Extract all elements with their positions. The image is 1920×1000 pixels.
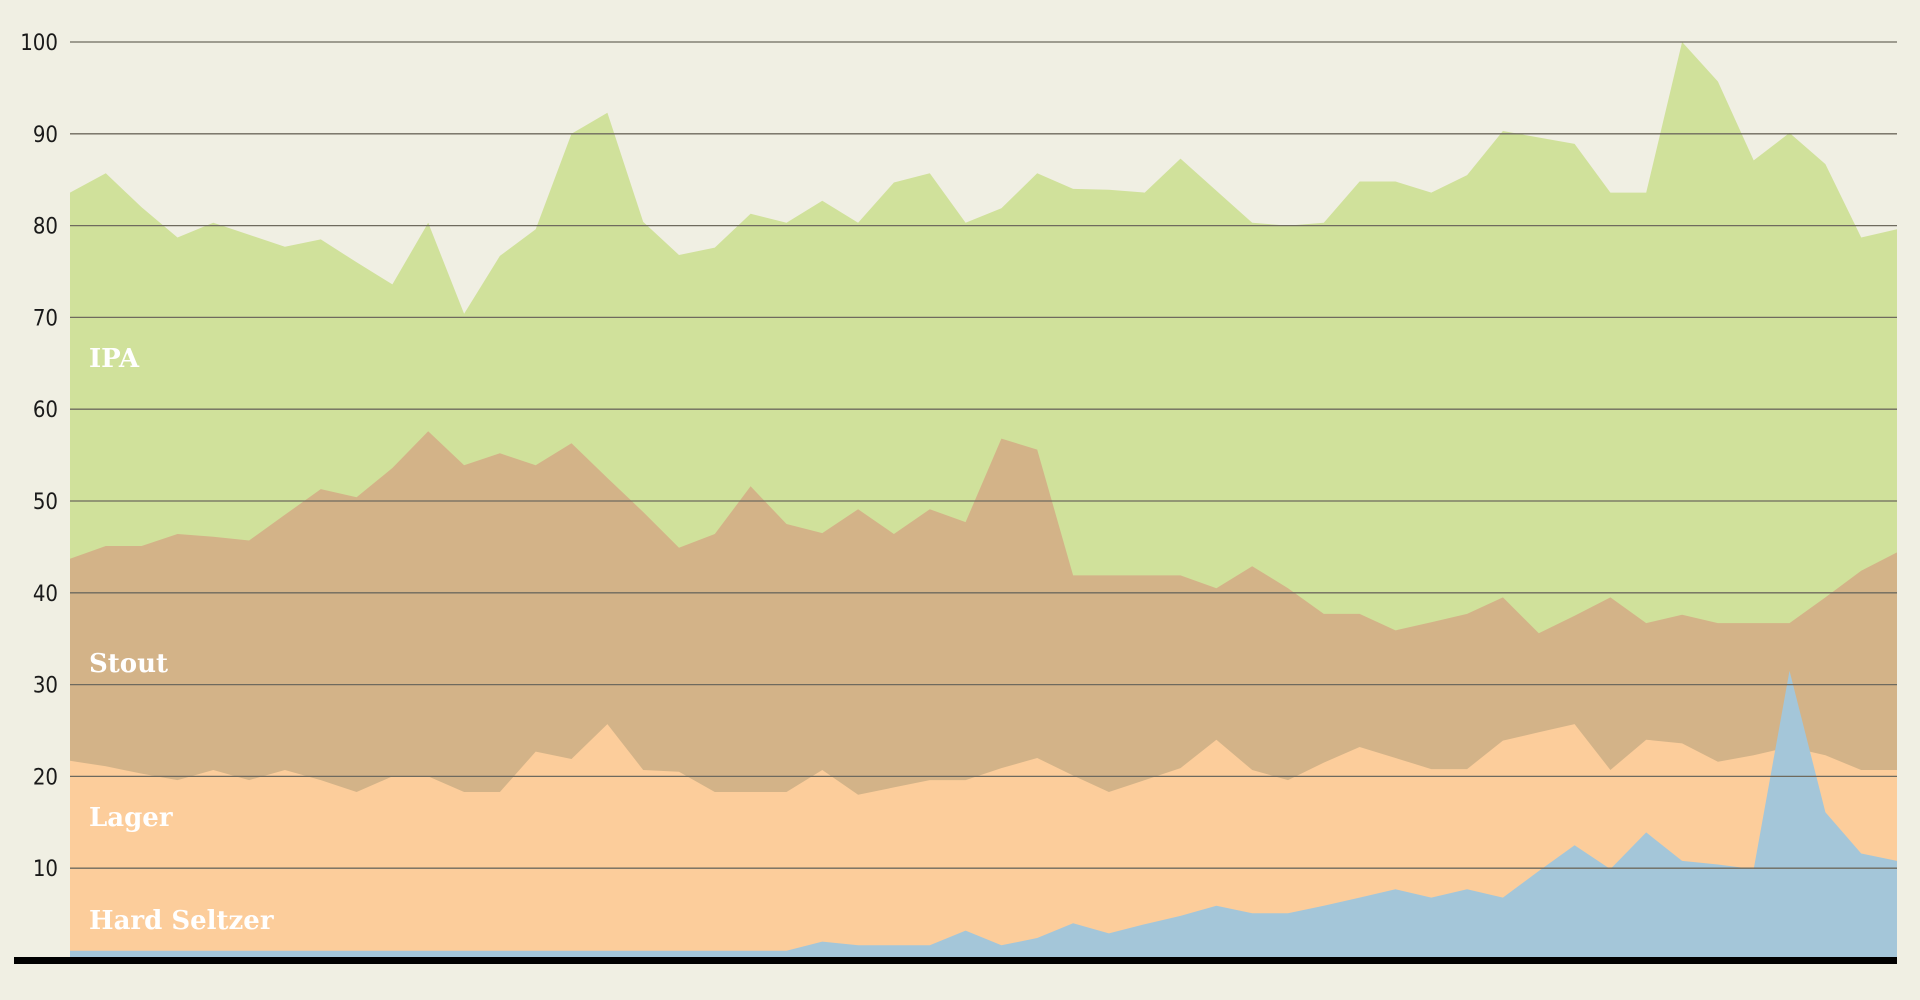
- area-hard-seltzer: [70, 670, 1897, 960]
- series-labels: IPA Stout Lager Hard Seltzer: [89, 344, 274, 936]
- y-tick-label: 70: [33, 306, 58, 331]
- y-tick-label: 40: [33, 582, 58, 607]
- gridlines: [70, 41, 1897, 869]
- y-tick-label: 60: [33, 398, 58, 423]
- y-tick-label: 10: [33, 857, 58, 882]
- x-axis-baseline: [14, 957, 1897, 964]
- series-label-lager: Lager: [89, 803, 173, 833]
- y-axis-ticks: 10 20 30 40 50 60 70 80 90 100: [20, 31, 58, 882]
- y-tick-label: 90: [33, 123, 58, 148]
- y-tick-label: 30: [33, 674, 58, 699]
- series-label-ipa: IPA: [89, 344, 140, 374]
- y-tick-label: 50: [33, 490, 58, 515]
- y-tick-label: 100: [20, 31, 58, 56]
- series-label-hard-seltzer: Hard Seltzer: [89, 906, 274, 936]
- y-tick-label: 80: [33, 215, 58, 240]
- series-label-stout: Stout: [89, 649, 168, 679]
- y-tick-label: 20: [33, 765, 58, 790]
